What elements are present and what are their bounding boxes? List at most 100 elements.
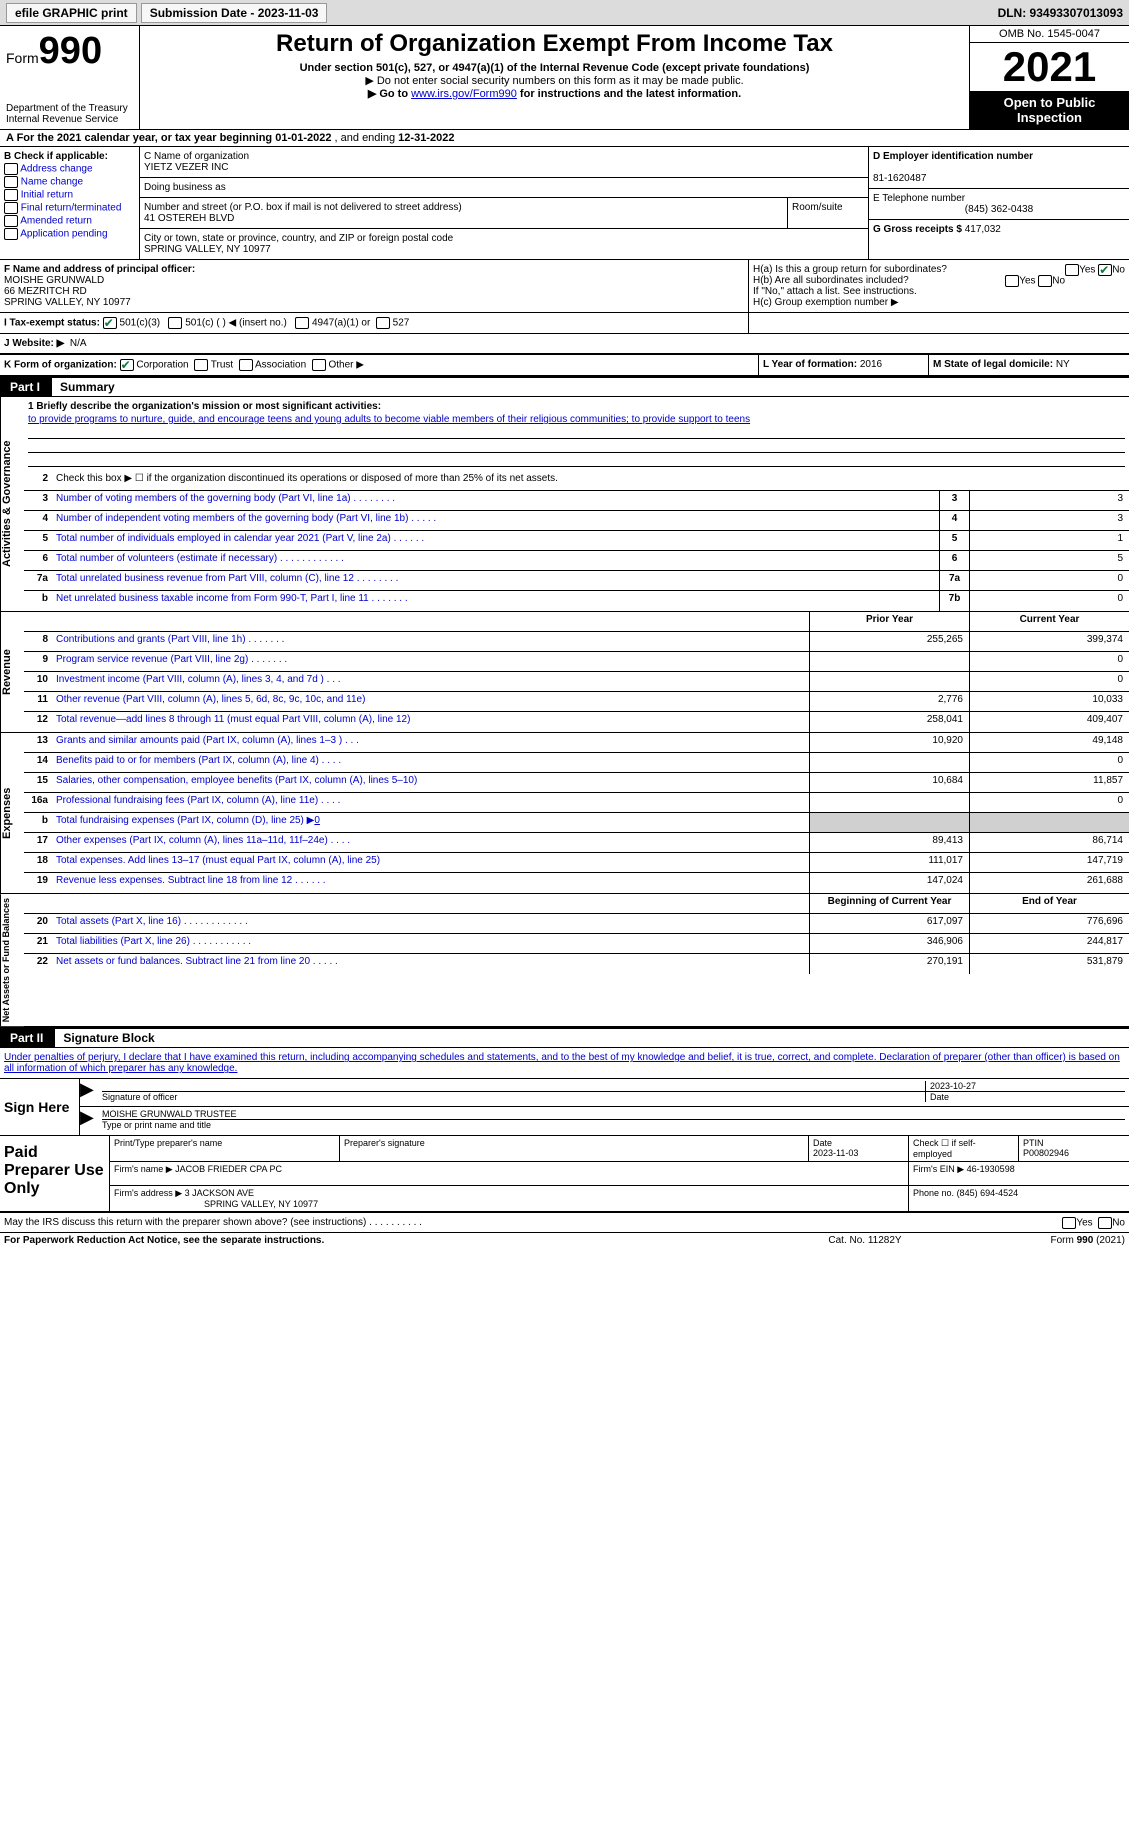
part1-header: Part I Summary xyxy=(0,377,1129,397)
row-i: I Tax-exempt status: 501(c)(3) 501(c) ( … xyxy=(0,313,1129,334)
row-a: A For the 2021 calendar year, or tax yea… xyxy=(0,130,1129,147)
sig-officer-label: Signature of officer xyxy=(102,1092,925,1102)
cb-527[interactable] xyxy=(376,317,390,329)
cb-501c3[interactable] xyxy=(103,317,117,329)
cb-other[interactable] xyxy=(312,359,326,371)
gross-cell: G Gross receipts $ 417,032 xyxy=(869,220,1129,239)
line-13: 13Grants and similar amounts paid (Part … xyxy=(24,733,1129,753)
paid-preparer-section: Paid Preparer Use Only Print/Type prepar… xyxy=(0,1136,1129,1213)
city-label: City or town, state or province, country… xyxy=(144,233,864,244)
line5-value: 1 xyxy=(969,531,1129,550)
form990-link[interactable]: www.irs.gov/Form990 xyxy=(411,88,517,100)
line2-text: Check this box ▶ ☐ if the organization d… xyxy=(52,471,1129,490)
efile-button[interactable]: efile GRAPHIC print xyxy=(6,3,137,23)
discuss-yes[interactable] xyxy=(1062,1217,1076,1229)
form-title: Return of Organization Exempt From Incom… xyxy=(144,30,965,58)
side-activities: Activities & Governance xyxy=(0,397,24,611)
officer-addr2: SPRING VALLEY, NY 10977 xyxy=(4,297,131,308)
goto-suffix: for instructions and the latest informat… xyxy=(517,88,741,100)
firm-addr2: SPRING VALLEY, NY 10977 xyxy=(204,1199,318,1209)
header-sub1: Under section 501(c), 527, or 4947(a)(1)… xyxy=(144,62,965,74)
line-2: 2 Check this box ▶ ☐ if the organization… xyxy=(24,471,1129,491)
declaration-text[interactable]: Under penalties of perjury, I declare th… xyxy=(4,1052,1120,1074)
cb-address-change[interactable]: Address change xyxy=(4,163,135,175)
submission-date-button[interactable]: Submission Date - 2023-11-03 xyxy=(141,3,328,23)
form-label: Form xyxy=(6,50,39,66)
line-19: 19Revenue less expenses. Subtract line 1… xyxy=(24,873,1129,893)
sign-here-row: Sign Here ▶ 2023-10-27 Signature of offi… xyxy=(0,1079,1129,1136)
cb-association[interactable] xyxy=(239,359,253,371)
hc-label: H(c) Group exemption number ▶ xyxy=(753,297,1125,308)
firm-name-label: Firm's name ▶ xyxy=(114,1164,173,1174)
cb-amended-return[interactable]: Amended return xyxy=(4,215,135,227)
firm-name: JACOB FRIEDER CPA PC xyxy=(175,1164,282,1174)
sign-here-label: Sign Here xyxy=(0,1079,80,1135)
tax-exempt-cell: I Tax-exempt status: 501(c)(3) 501(c) ( … xyxy=(0,313,749,333)
form-of-org-cell: K Form of organization: Corporation Trus… xyxy=(0,355,759,375)
state-domicile-value: NY xyxy=(1056,359,1070,370)
cb-corporation[interactable] xyxy=(120,359,134,371)
tax-year-end: 12-31-2022 xyxy=(398,132,454,144)
website-value: N/A xyxy=(70,338,87,349)
hdr-prior-year: Prior Year xyxy=(809,612,969,631)
expenses-section: Expenses 13Grants and similar amounts pa… xyxy=(0,733,1129,894)
part2-title: Signature Block xyxy=(55,1029,1129,1047)
goto-prefix: ▶ Go to xyxy=(368,88,411,100)
city-cell: City or town, state or province, country… xyxy=(140,229,868,259)
hb-yes[interactable] xyxy=(1005,275,1019,287)
line-16a: 16aProfessional fundraising fees (Part I… xyxy=(24,793,1129,813)
line-15: 15Salaries, other compensation, employee… xyxy=(24,773,1129,793)
tax-exempt-label: I Tax-exempt status: xyxy=(4,318,100,329)
line7b-value: 0 xyxy=(969,591,1129,611)
sig-date-label: Date xyxy=(925,1092,1125,1102)
state-domicile-label: M State of legal domicile: xyxy=(933,359,1053,370)
hdr-end-year: End of Year xyxy=(969,894,1129,913)
page-footer: For Paperwork Reduction Act Notice, see … xyxy=(0,1233,1129,1248)
discuss-no[interactable] xyxy=(1098,1217,1112,1229)
ha-no[interactable] xyxy=(1098,264,1112,276)
firm-addr-label: Firm's address ▶ xyxy=(114,1188,182,1198)
info-grid: B Check if applicable: Address change Na… xyxy=(0,147,1129,260)
officer-signed-name: MOISHE GRUNWALD TRUSTEE xyxy=(102,1109,1125,1119)
hb-note: If "No," attach a list. See instructions… xyxy=(753,286,1125,297)
top-bar: efile GRAPHIC print Submission Date - 20… xyxy=(0,0,1129,26)
ptin-label: PTIN xyxy=(1023,1138,1044,1148)
ha-yes[interactable] xyxy=(1065,264,1079,276)
cb-trust[interactable] xyxy=(194,359,208,371)
org-address: 41 OSTEREH BLVD xyxy=(144,213,783,224)
state-domicile-cell: M State of legal domicile: NY xyxy=(929,355,1129,375)
cb-application-pending[interactable]: Application pending xyxy=(4,228,135,240)
cb-501c[interactable] xyxy=(168,317,182,329)
year-formation-label: L Year of formation: xyxy=(763,359,857,370)
cb-name-change[interactable]: Name change xyxy=(4,176,135,188)
line-6: 6Total number of volunteers (estimate if… xyxy=(24,551,1129,571)
line-16b: bTotal fundraising expenses (Part IX, co… xyxy=(24,813,1129,833)
name-line: ▶ MOISHE GRUNWALD TRUSTEE Type or print … xyxy=(80,1107,1129,1135)
revenue-header: Prior Year Current Year xyxy=(24,612,1129,632)
line-12: 12Total revenue—add lines 8 through 11 (… xyxy=(24,712,1129,732)
discuss-text: May the IRS discuss this return with the… xyxy=(4,1217,422,1228)
declaration: Under penalties of perjury, I declare th… xyxy=(0,1048,1129,1079)
org-name-label: C Name of organization xyxy=(144,151,864,162)
line-11: 11Other revenue (Part VIII, column (A), … xyxy=(24,692,1129,712)
sig-date: 2023-10-27 xyxy=(925,1081,1125,1091)
cb-4947[interactable] xyxy=(295,317,309,329)
mission-label: 1 Briefly describe the organization's mi… xyxy=(28,401,381,412)
hb-no[interactable] xyxy=(1038,275,1052,287)
form-number: 990 xyxy=(39,30,102,72)
line-9: 9Program service revenue (Part VIII, lin… xyxy=(24,652,1129,672)
cb-initial-return[interactable]: Initial return xyxy=(4,189,135,201)
part1-title: Summary xyxy=(52,378,1129,396)
officer-cell: F Name and address of principal officer:… xyxy=(0,260,749,312)
header-title-box: Return of Organization Exempt From Incom… xyxy=(140,26,969,129)
cat-no: Cat. No. 11282Y xyxy=(765,1235,965,1246)
arrow-icon: ▶ xyxy=(80,1107,94,1128)
discuss-row: May the IRS discuss this return with the… xyxy=(0,1213,1129,1233)
netassets-section: Net Assets or Fund Balances Beginning of… xyxy=(0,894,1129,1028)
officer-label: F Name and address of principal officer: xyxy=(4,264,195,275)
part2-header: Part II Signature Block xyxy=(0,1028,1129,1048)
cb-final-return[interactable]: Final return/terminated xyxy=(4,202,135,214)
firm-ein: 46-1930598 xyxy=(967,1164,1015,1174)
col-c-org-info: C Name of organization YIETZ VEZER INC D… xyxy=(140,147,869,259)
line-7b: bNet unrelated business taxable income f… xyxy=(24,591,1129,611)
